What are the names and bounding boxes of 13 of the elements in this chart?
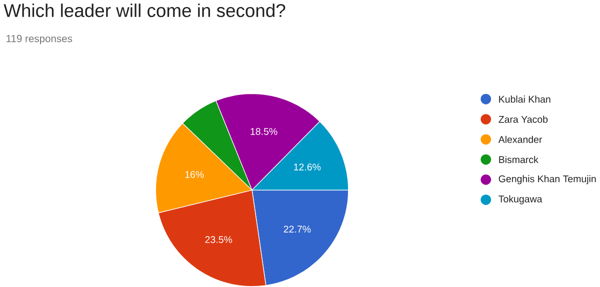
data-label: 18.5%: [250, 128, 278, 136]
legend-label: Tokugawa: [498, 195, 542, 204]
text: 119 responses: [6, 35, 72, 44]
legend-label: Genghis Khan Temujin: [498, 175, 596, 184]
legend-label: Alexander: [498, 136, 542, 144]
legend-label: Bismarck: [499, 156, 538, 164]
data-label: 12.6%: [294, 164, 321, 171]
chart-title: Which leader will come in second?: [4, 4, 286, 18]
legend-label: Kublai Khan: [499, 96, 550, 103]
data-label: 23.5%: [205, 236, 232, 244]
data-label: 16%: [185, 171, 204, 178]
data-label: 22.7%: [284, 226, 311, 233]
legend-label: Zara Yacob: [498, 116, 548, 123]
